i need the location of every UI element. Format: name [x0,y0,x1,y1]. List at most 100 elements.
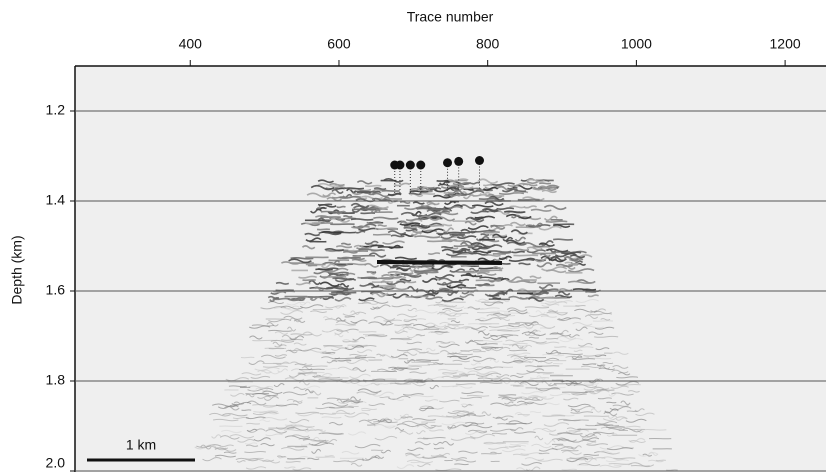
seismic-stroke [335,217,357,220]
seismic-stroke [439,304,465,309]
seismic-stroke [588,389,610,395]
seismic-stroke [521,339,547,344]
seismic-stroke [282,391,308,396]
seismic-stroke [392,293,410,299]
y-tick-label: 1.4 [46,192,66,208]
seismic-stroke [470,362,481,366]
seismic-stroke [244,442,258,445]
seismic-stroke [310,184,335,191]
seismic-stroke [498,255,513,261]
seismic-stroke [370,249,385,252]
seismic-stroke [280,310,304,315]
point [405,160,415,170]
seismic-stroke [390,273,409,276]
seismic-stroke [475,284,495,287]
seismic-stroke [581,437,600,441]
seismic-stroke [573,349,583,353]
seismic-stroke [504,401,514,405]
seismic-stroke [566,457,589,463]
seismic-stroke [308,279,321,286]
seismic-stroke [284,305,300,309]
seismic-stroke [521,331,546,337]
seismic-stroke [445,414,471,418]
seismic-stroke [373,216,399,220]
seismic-stroke [573,383,598,389]
seismic-stroke [439,399,460,403]
seismic-stroke [611,369,629,374]
seismic-stroke [305,237,322,243]
seismic-stroke [399,222,421,226]
seismic-stroke [483,442,507,445]
seismic-stroke [525,224,542,228]
seismic-stroke [402,326,428,331]
seismic-stroke [509,205,526,209]
seismic-stroke [505,239,526,245]
seismic-stroke [339,283,350,288]
seismic-stroke [272,297,290,301]
seismic-stroke [501,188,519,193]
seismic-stroke [407,447,424,452]
seismic-stroke [356,180,373,185]
seismic-stroke [393,182,411,187]
seismic-stroke [389,338,412,341]
seismic-stroke [304,388,314,394]
seismic-stroke [285,349,298,354]
seismic-stroke [575,326,588,332]
seismic-stroke [521,461,542,466]
seismic-stroke [484,200,504,207]
seismic-stroke [475,318,484,322]
seismic-stroke [477,377,501,380]
seismic-stroke [334,296,352,302]
seismic-stroke [606,433,618,437]
seismic-stroke [526,246,543,251]
seismic-stroke [259,411,280,415]
seismic-stroke [590,308,607,313]
seismic-stroke [489,329,513,332]
seismic-stroke [527,329,538,333]
seismic-stroke [510,221,526,227]
seismic-stroke [648,459,664,463]
seismic-stroke [357,302,371,304]
seismic-stroke [410,461,424,464]
seismic-stroke [543,422,570,427]
seismic-stroke [365,204,389,209]
seismic-stroke [594,326,615,330]
seismic-stroke [364,240,379,246]
seismic-stroke [421,277,438,283]
seismic-stroke [416,424,434,430]
seismic-stroke [608,427,625,431]
x-tick-label: 400 [179,36,203,52]
seismic-stroke [318,432,344,435]
seismic-stroke [366,221,381,224]
seismic-stroke [505,339,522,343]
seismic-stroke [587,294,599,298]
point [454,156,464,166]
seismic-stroke [219,435,240,440]
seismic-stroke [258,385,274,390]
seismic-stroke [433,303,458,308]
seismic-stroke [214,454,236,458]
seismic-stroke [403,318,418,323]
seismic-stroke [324,438,338,443]
seismic-stroke [545,248,569,253]
seismic-stroke [538,448,558,452]
seismic-stroke [508,295,529,300]
seismic-stroke [373,315,396,321]
seismic-stroke [460,190,485,196]
seismic-stroke [416,430,426,435]
point [416,160,426,170]
seismic-stroke [245,393,255,398]
seismic-stroke [373,420,398,423]
seismic-stroke [212,418,239,422]
seismic-stroke [583,454,600,456]
seismic-stroke [586,441,597,445]
seismic-stroke [422,456,447,459]
seismic-stroke [523,205,537,209]
seismic-stroke [287,296,314,302]
seismic-stroke [615,417,628,421]
seismic-stroke [410,224,431,229]
seismic-stroke [377,419,392,422]
seismic-stroke [313,286,325,292]
seismic-stroke [486,313,509,319]
seismic-stroke [278,456,287,459]
